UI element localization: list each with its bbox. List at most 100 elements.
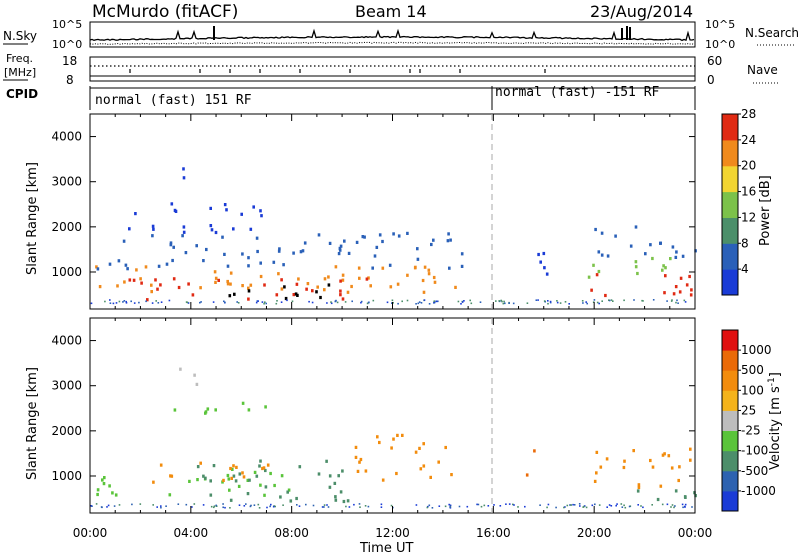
velocity-speckle — [269, 505, 271, 508]
velocity-cell — [381, 478, 385, 482]
power-cell — [191, 293, 195, 297]
power-cell — [95, 265, 98, 269]
freq-spikes — [129, 69, 546, 73]
velocity-cell — [159, 463, 163, 467]
velocity-speckle — [380, 506, 383, 508]
velocity-speckle — [539, 504, 541, 506]
power-cell — [423, 265, 427, 269]
power-cell — [214, 280, 217, 284]
velocity-cell — [678, 465, 681, 469]
power-cell — [663, 291, 666, 295]
velocity-cell — [234, 479, 238, 483]
velocity-speckle — [224, 506, 226, 509]
velocity-cell — [196, 465, 200, 469]
velocity-speckle — [213, 505, 216, 507]
power-speckle — [109, 299, 111, 301]
power-cell — [214, 230, 218, 235]
power-cell — [173, 208, 177, 212]
velocity-cell — [354, 455, 358, 459]
power-speckle — [109, 302, 112, 304]
power-cell — [292, 251, 295, 255]
velocity-cell — [259, 459, 262, 463]
velocity-cell — [261, 466, 264, 471]
power-cell — [210, 228, 214, 232]
power-cell — [421, 278, 425, 283]
velocity-cell — [342, 499, 346, 504]
velocity-speckle — [358, 503, 361, 505]
velocity-cell — [222, 478, 225, 482]
velocity-x-ticks — [89, 318, 696, 513]
power-speckle — [582, 302, 584, 304]
power-cell — [358, 276, 361, 280]
freq-tick-top: 18 — [62, 54, 77, 68]
velocity-speckle — [213, 506, 215, 509]
velocity-colorbar-tick-label: -500 — [741, 464, 768, 478]
velocity-speckle — [243, 505, 246, 507]
noise-panel: N.Sky 10^5 10^0 10^5 10^0 N.Search — [3, 18, 799, 51]
power-cell — [282, 263, 285, 267]
power-cell — [636, 271, 639, 276]
velocity-speckle — [670, 506, 672, 508]
power-cell — [223, 203, 227, 207]
velocity-speckle — [91, 505, 93, 507]
power-colorbar-swatch — [722, 243, 738, 270]
power-cell — [126, 267, 129, 271]
velocity-cell — [114, 493, 118, 497]
power-cell — [337, 252, 341, 256]
velocity-cell — [206, 407, 210, 411]
velocity-cell — [103, 476, 106, 480]
velocity-speckle — [572, 503, 574, 506]
cpid-segment-1: normal (fast) 151 RF — [95, 93, 252, 108]
power-cell — [169, 243, 173, 247]
velocity-speckle — [606, 506, 608, 508]
power-cell — [280, 278, 283, 282]
power-cell — [260, 214, 263, 218]
power-cell — [347, 251, 351, 255]
velocity-colorbar-tick-label: 25 — [741, 403, 756, 417]
power-speckle — [236, 301, 238, 303]
velocity-speckle — [583, 505, 585, 508]
velocity-cell — [334, 495, 337, 499]
power-speckle — [581, 300, 584, 302]
power-speckle — [308, 300, 310, 303]
power-cell — [240, 212, 243, 216]
power-speckle — [360, 300, 363, 303]
noise-left-tick-bottom: 10^0 — [52, 38, 82, 51]
velocity-speckle — [623, 504, 625, 507]
velocity-cell — [525, 473, 529, 477]
power-cell — [249, 283, 253, 287]
power-cell — [597, 250, 601, 254]
power-cell — [543, 266, 546, 270]
velocity-cell — [212, 464, 216, 468]
velocity-colorbar-swatch — [722, 350, 738, 371]
velocity-speckle — [579, 505, 581, 507]
power-cell — [316, 285, 319, 289]
power-cell — [277, 272, 280, 276]
velocity-speckle — [674, 505, 676, 507]
power-cell — [247, 264, 250, 268]
velocity-cell — [231, 467, 234, 471]
power-speckle — [435, 300, 438, 303]
power-speckle — [670, 300, 673, 302]
power-cell — [416, 257, 420, 261]
power-speckle — [125, 300, 127, 303]
velocity-cell — [450, 473, 453, 477]
power-cell — [96, 267, 100, 271]
power-cell — [365, 277, 369, 281]
power-cell — [232, 227, 235, 231]
power-cell — [228, 294, 232, 298]
velocity-speckle — [569, 504, 571, 506]
power-speckle — [420, 302, 423, 304]
power-cell — [226, 279, 229, 284]
velocity-speckle — [637, 504, 639, 506]
velocity-colorbar-tick-label: 1000 — [741, 343, 772, 357]
power-speckle — [138, 301, 140, 304]
power-cell — [539, 260, 542, 264]
power-cell — [305, 287, 308, 291]
power-speckle — [263, 302, 265, 305]
velocity-cell — [298, 465, 302, 469]
velocity-speckle — [682, 506, 684, 509]
velocity-speckle — [573, 504, 576, 506]
velocity-speckle — [165, 505, 167, 507]
velocity-cell — [273, 483, 276, 488]
